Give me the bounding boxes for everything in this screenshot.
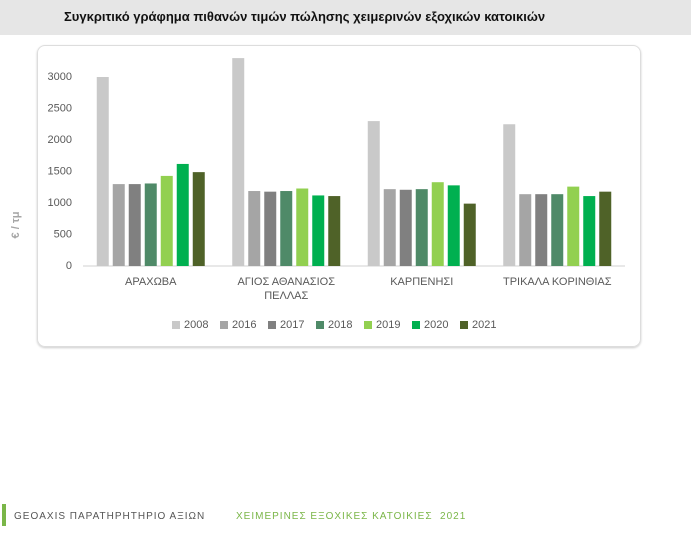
bar bbox=[312, 195, 325, 266]
y-tick-label: 1500 bbox=[48, 165, 72, 177]
x-tick-label: ΑΓΙΟΣ ΑΘΑΝΑΣΙΟΣ ΠΕΛΛΑΣ bbox=[237, 276, 336, 302]
footer-accent bbox=[2, 504, 6, 526]
bar bbox=[128, 184, 141, 266]
bar bbox=[551, 194, 564, 266]
bar bbox=[599, 191, 612, 266]
y-tick-label: 500 bbox=[54, 228, 72, 240]
legend-label: 2021 bbox=[472, 319, 496, 331]
bar bbox=[264, 191, 277, 266]
y-tick-label: 2000 bbox=[48, 134, 72, 146]
legend-swatch bbox=[460, 321, 468, 329]
legend-swatch bbox=[316, 321, 324, 329]
bar bbox=[96, 77, 109, 266]
legend-swatch bbox=[268, 321, 276, 329]
legend-label: 2008 bbox=[184, 319, 208, 331]
bar bbox=[519, 194, 532, 266]
chart-title: Συγκριτικό γράφημα πιθανών τιμών πώλησης… bbox=[64, 9, 546, 24]
x-tick-label: ΤΡΙΚΑΛΑ ΚΟΡΙΝΘΙΑΣ bbox=[502, 276, 612, 288]
legend-label: 2018 bbox=[328, 319, 352, 331]
footer-right: ΧΕΙΜΕΡΙΝΕΣ ΕΞΟΧΙΚΕΣ ΚΑΤΟΙΚΙΕΣ 2021 bbox=[236, 511, 467, 522]
y-tick-label: 2500 bbox=[48, 102, 72, 114]
chart-card bbox=[37, 45, 641, 347]
bar bbox=[415, 189, 428, 266]
bar bbox=[583, 196, 596, 266]
bar bbox=[112, 184, 125, 266]
bar bbox=[280, 191, 293, 266]
y-tick-label: 3000 bbox=[48, 71, 72, 83]
bar bbox=[567, 186, 580, 266]
bar bbox=[383, 189, 396, 266]
legend-swatch bbox=[172, 321, 180, 329]
legend-swatch bbox=[364, 321, 372, 329]
bar bbox=[367, 121, 380, 266]
legend-label: 2020 bbox=[424, 319, 448, 331]
legend-swatch bbox=[220, 321, 228, 329]
title-bar bbox=[0, 0, 691, 35]
bar bbox=[232, 58, 245, 266]
legend-label: 2019 bbox=[376, 319, 400, 331]
x-tick-label: ΑΡΑΧΩΒΑ bbox=[125, 276, 177, 288]
bar bbox=[144, 183, 157, 266]
bar bbox=[431, 182, 444, 266]
bar bbox=[248, 191, 261, 266]
y-tick-label: 1000 bbox=[48, 197, 72, 209]
bar bbox=[160, 175, 173, 266]
bar bbox=[535, 194, 548, 266]
bar bbox=[328, 196, 341, 266]
bar bbox=[447, 185, 460, 266]
bar bbox=[503, 124, 516, 266]
footer-left: GEOAXIS ΠΑΡΑΤΗΡΗΤΗΡΙΟ ΑΞΙΩΝ bbox=[14, 511, 206, 522]
bar bbox=[399, 189, 412, 266]
bar bbox=[296, 188, 309, 266]
x-tick-label: ΚΑΡΠΕΝΗΣΙ bbox=[390, 276, 454, 288]
bar bbox=[176, 163, 189, 266]
bar bbox=[463, 203, 476, 266]
legend-swatch bbox=[412, 321, 420, 329]
legend-label: 2016 bbox=[232, 319, 256, 331]
y-tick-label: 0 bbox=[66, 260, 72, 272]
y-axis-label: € / τμ bbox=[10, 212, 22, 239]
bar bbox=[192, 172, 205, 266]
legend-label: 2017 bbox=[280, 319, 304, 331]
